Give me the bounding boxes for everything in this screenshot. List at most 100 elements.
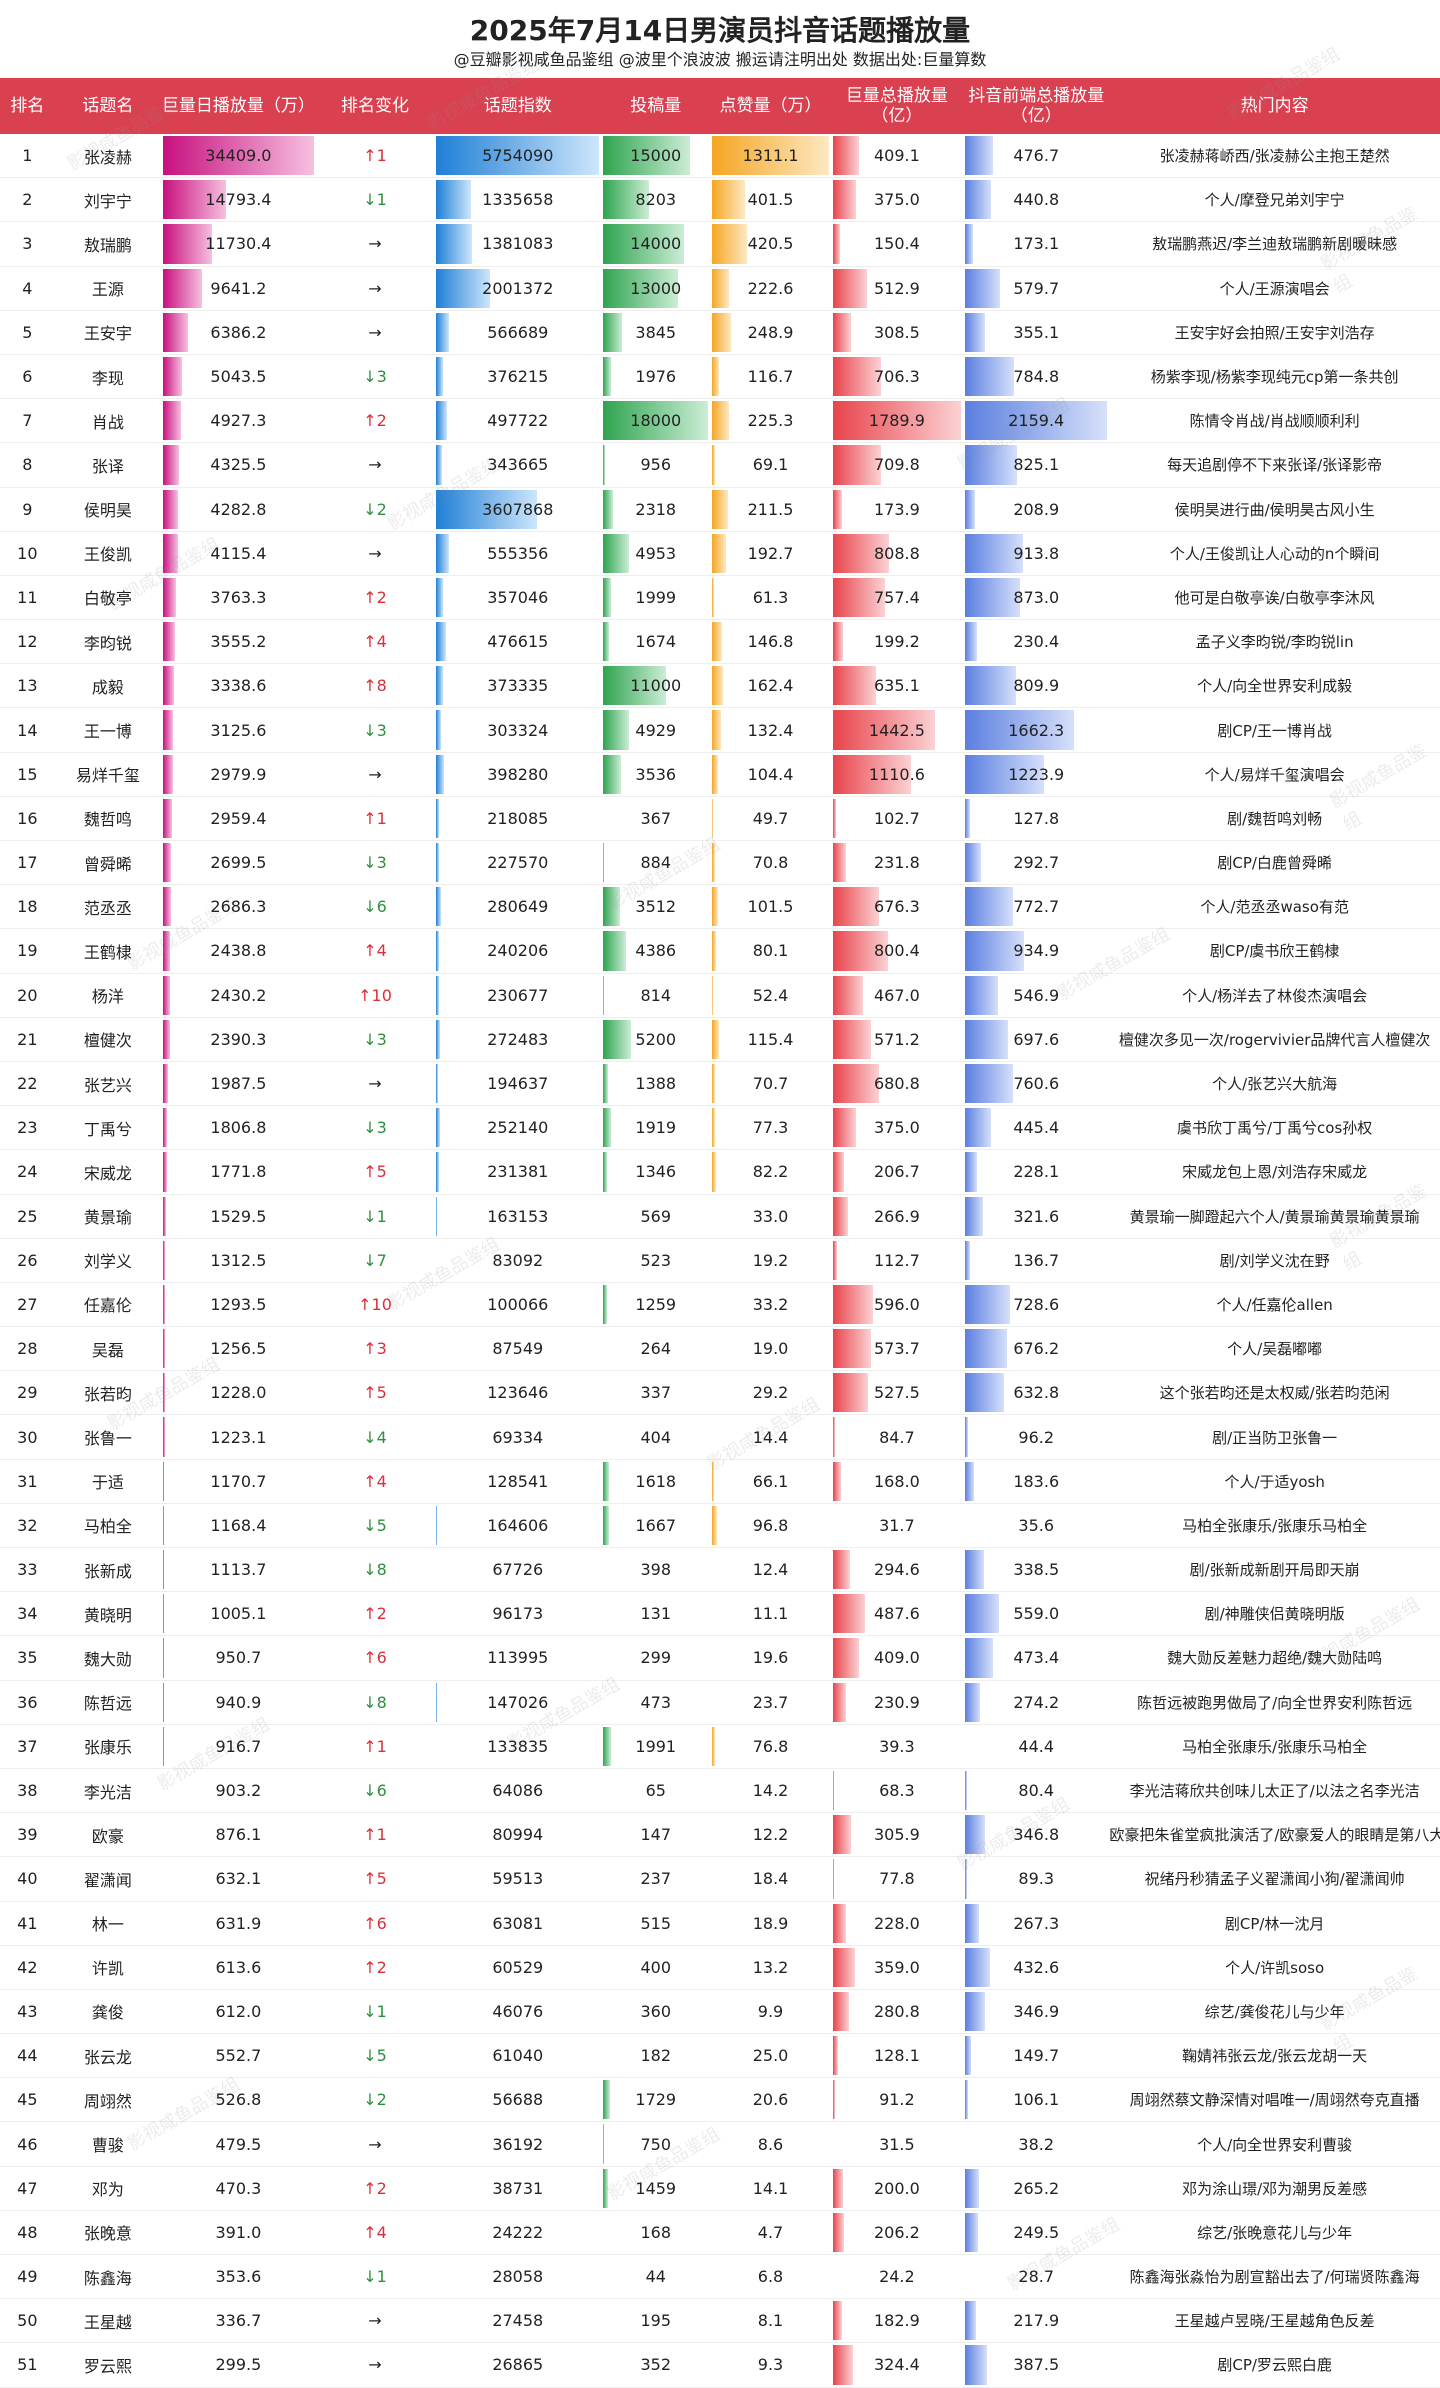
total-plays-cell-value: 800.4 — [874, 941, 920, 960]
daily-plays-cell-value: 3125.6 — [210, 721, 266, 740]
total-plays-cell-value: 173.9 — [874, 500, 920, 519]
topic-index-cell: 272483 — [434, 1017, 601, 1061]
likes-cell-value: 225.3 — [748, 411, 794, 430]
posts-cell-bar — [603, 313, 622, 352]
rank-change-cell-value: ↓3 — [363, 1030, 387, 1049]
likes-cell-bar — [712, 357, 719, 396]
topic-index-cell-value: 194637 — [487, 1074, 548, 1093]
front-plays-cell: 228.1 — [963, 1150, 1109, 1194]
rank-change-cell-value: ↓3 — [363, 1118, 387, 1137]
daily-plays-cell: 632.1 — [161, 1857, 315, 1901]
rank-change-cell-value: ↓3 — [363, 721, 387, 740]
topic-name-cell: 张康乐 — [55, 1724, 162, 1768]
rank-cell: 37 — [0, 1724, 55, 1768]
topic-name-cell-value: 许凯 — [92, 1959, 124, 1978]
rank-change-cell: → — [316, 531, 435, 575]
front-plays-cell: 274.2 — [963, 1680, 1109, 1724]
likes-cell: 52.4 — [710, 973, 830, 1017]
daily-plays-cell: 1771.8 — [161, 1150, 315, 1194]
posts-cell: 352 — [601, 2343, 710, 2387]
rank-change-cell-value: ↓5 — [363, 2046, 387, 2065]
topic-name-cell: 曹骏 — [55, 2122, 162, 2166]
total-plays-cell: 199.2 — [831, 620, 964, 664]
rank-change-cell: ↑1 — [316, 1813, 435, 1857]
daily-plays-cell: 2959.4 — [161, 796, 315, 840]
front-plays-cell-value: 432.6 — [1013, 1958, 1059, 1977]
posts-cell: 400 — [601, 1945, 710, 1989]
posts-cell-value: 1667 — [635, 1516, 676, 1535]
daily-plays-cell: 1293.5 — [161, 1282, 315, 1326]
total-plays-cell: 200.0 — [831, 2166, 964, 2210]
front-plays-cell-bar — [965, 1683, 980, 1722]
posts-cell: 5200 — [601, 1017, 710, 1061]
total-plays-cell-value: 168.0 — [874, 1472, 920, 1491]
rank-change-cell-value: ↑4 — [363, 2223, 387, 2242]
topic-index-cell-value: 69334 — [492, 1428, 543, 1447]
rank-cell: 43 — [0, 1989, 55, 2033]
total-plays-cell: 68.3 — [831, 1768, 964, 1812]
hot-content-cell-value: 个人/于适yosh — [1224, 1473, 1324, 1491]
front-plays-cell-value: 35.6 — [1018, 1516, 1054, 1535]
topic-index-cell-value: 3607868 — [482, 500, 553, 519]
topic-index-cell: 67726 — [434, 1548, 601, 1592]
daily-plays-cell: 479.5 — [161, 2122, 315, 2166]
posts-cell-value: 1729 — [635, 2090, 676, 2109]
rank-cell: 33 — [0, 1548, 55, 1592]
topic-index-cell: 1381083 — [434, 222, 601, 266]
total-plays-cell-value: 77.8 — [879, 1869, 915, 1888]
rank-change-cell-value: ↑5 — [363, 1383, 387, 1402]
rank-change-cell: ↓1 — [316, 178, 435, 222]
likes-cell-value: 101.5 — [748, 897, 794, 916]
total-plays-cell: 808.8 — [831, 531, 964, 575]
likes-cell-value: 19.2 — [753, 1251, 789, 1270]
total-plays-cell-bar — [833, 1815, 852, 1854]
likes-cell-bar — [712, 1020, 719, 1059]
likes-cell-value: 82.2 — [753, 1162, 789, 1181]
topic-index-cell-value: 27458 — [492, 2311, 543, 2330]
front-plays-cell: 697.6 — [963, 1017, 1109, 1061]
topic-name-cell: 吴磊 — [55, 1327, 162, 1371]
posts-cell: 1259 — [601, 1282, 710, 1326]
rank-change-cell: ↓3 — [316, 841, 435, 885]
hot-content-cell: 敖瑞鹏燕迟/李兰迪敖瑞鹏新剧暖昧感 — [1109, 222, 1440, 266]
total-plays-cell-value: 91.2 — [879, 2090, 915, 2109]
topic-index-cell-value: 476615 — [487, 632, 548, 651]
likes-cell-value: 8.1 — [758, 2311, 783, 2330]
daily-plays-cell-value: 11730.4 — [205, 234, 271, 253]
posts-cell-value: 3845 — [635, 323, 676, 342]
rank-cell: 20 — [0, 973, 55, 1017]
likes-cell-bar — [712, 1152, 716, 1191]
posts-cell: 299 — [601, 1636, 710, 1680]
rank-cell-value: 15 — [17, 765, 37, 784]
total-plays-cell: 266.9 — [831, 1194, 964, 1238]
total-plays-cell-value: 635.1 — [874, 676, 920, 695]
likes-cell-bar — [712, 578, 714, 617]
total-plays-cell: 676.3 — [831, 885, 964, 929]
topic-index-cell-value: 147026 — [487, 1693, 548, 1712]
daily-plays-cell-value: 299.5 — [215, 2355, 261, 2374]
hot-content-cell-value: 周翊然蔡文静深情对唱唯一/周翊然夸克直播 — [1130, 2091, 1420, 2109]
daily-plays-cell-bar — [163, 931, 170, 970]
topic-index-cell-value: 96173 — [492, 1604, 543, 1623]
total-plays-cell-bar — [833, 887, 879, 926]
daily-plays-cell: 950.7 — [161, 1636, 315, 1680]
front-plays-cell-bar — [965, 1904, 979, 1943]
total-plays-cell-bar — [833, 490, 842, 529]
front-plays-cell-value: 559.0 — [1013, 1604, 1059, 1623]
posts-cell: 956 — [601, 443, 710, 487]
rank-cell: 21 — [0, 1017, 55, 1061]
hot-content-cell: 个人/向全世界安利成毅 — [1109, 664, 1440, 708]
posts-cell: 1976 — [601, 354, 710, 398]
posts-cell: 398 — [601, 1548, 710, 1592]
hot-content-cell-value: 邓为涂山璟/邓为潮男反差感 — [1182, 2180, 1367, 2198]
hot-content-cell-value: 宋威龙包上恩/刘浩存宋威龙 — [1182, 1163, 1367, 1181]
rank-change-cell-value: → — [368, 234, 381, 253]
topic-name-cell-value: 易烊千玺 — [76, 766, 140, 785]
